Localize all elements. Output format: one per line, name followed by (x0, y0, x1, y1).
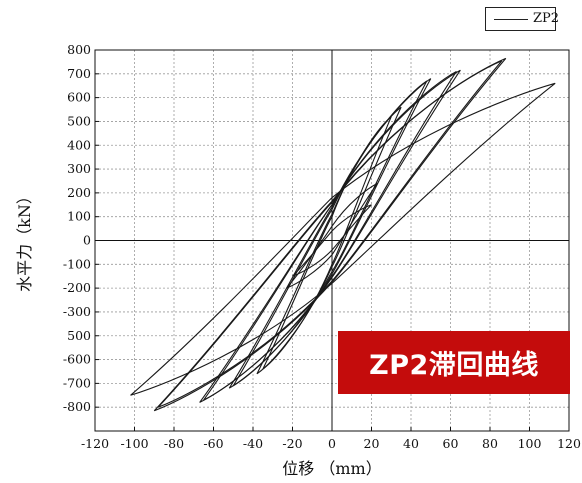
x-tick-label: 120 (557, 436, 581, 451)
hysteresis-loop (157, 60, 503, 408)
hysteresis-loop (153, 57, 507, 412)
x-tick-label: -40 (243, 436, 263, 451)
x-tick-label: 60 (443, 436, 459, 451)
x-tick-label: 40 (403, 436, 419, 451)
y-tick-label: 600 (67, 90, 91, 105)
y-tick-label: 700 (67, 66, 91, 81)
y-tick-label: 0 (83, 233, 91, 248)
x-tick-label: 80 (482, 436, 498, 451)
y-axis-label: 水平力（kN） (15, 188, 34, 292)
y-tick-label: -100 (63, 256, 91, 271)
hysteresis-loop (228, 78, 432, 389)
x-axis-label: 位移 （mm） (282, 459, 381, 478)
y-tick-label: -300 (63, 304, 91, 319)
x-tick-label: 20 (364, 436, 380, 451)
x-tick-labels: -120 -100 -80 -60 -40 -20 0 20 40 60 80 100 120 (81, 427, 581, 451)
y-tick-label: -600 (63, 352, 91, 367)
zero-axes (95, 50, 569, 431)
y-tick-label: 100 (67, 209, 91, 224)
y-tick-label: -800 (63, 399, 91, 414)
y-tick-label: 500 (67, 328, 91, 343)
y-tick-label: 800 (67, 42, 91, 57)
hysteresis-loop (199, 69, 461, 403)
x-tick-label: -120 (81, 436, 109, 451)
y-tick-label: 500 (67, 113, 91, 128)
hysteresis-loop (292, 204, 372, 277)
series-zp2 (130, 57, 556, 412)
y-tick-label: 200 (67, 185, 91, 200)
x-tick-label: -100 (120, 436, 148, 451)
x-tick-label: -80 (164, 436, 184, 451)
x-tick-label: 100 (518, 436, 542, 451)
y-tick-label: 300 (67, 161, 91, 176)
y-tick-label: -700 (63, 375, 91, 390)
y-tick-label: -200 (63, 280, 91, 295)
title-banner: ZP2滞回曲线 (338, 331, 570, 394)
hysteresis-loop (130, 82, 556, 396)
legend: ZP2 (485, 7, 560, 31)
y-tick-label: 400 (67, 137, 91, 152)
x-tick-label: -60 (203, 436, 223, 451)
legend-line-zp2 (494, 19, 528, 20)
legend-label-zp2: ZP2 (533, 11, 560, 26)
y-tick-labels: 800 700 600 500 400 300 200 100 0 -100 -200 -300 500… (63, 42, 99, 432)
x-tick-label: 0 (328, 436, 336, 451)
x-tick-label: -20 (282, 436, 302, 451)
